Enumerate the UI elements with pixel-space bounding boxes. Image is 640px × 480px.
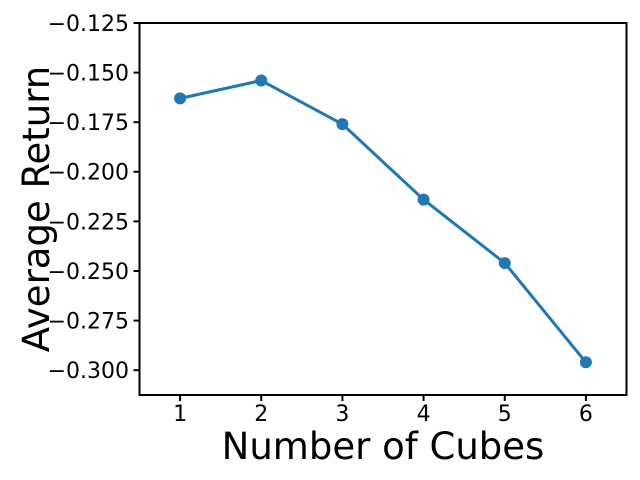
x-tick-label: 1 bbox=[173, 402, 187, 427]
data-point bbox=[498, 257, 511, 270]
x-tick-label: 5 bbox=[498, 402, 512, 427]
x-tick-label: 2 bbox=[254, 402, 268, 427]
plot-area-border bbox=[138, 22, 628, 396]
y-tick-label: −0.175 bbox=[48, 111, 129, 136]
y-tick-label: −0.200 bbox=[48, 161, 129, 186]
x-axis-label: Number of Cubes bbox=[222, 425, 545, 468]
y-tick-label: −0.300 bbox=[48, 359, 129, 384]
data-line bbox=[178, 79, 588, 364]
y-tick-label: −0.250 bbox=[48, 260, 129, 285]
y-tick-label: −0.275 bbox=[48, 310, 129, 335]
y-tick-label: −0.125 bbox=[48, 12, 129, 37]
data-point bbox=[255, 74, 268, 87]
data-point bbox=[174, 92, 187, 105]
y-tick-label: −0.225 bbox=[48, 210, 129, 235]
data-point bbox=[579, 356, 592, 369]
x-tick-label: 4 bbox=[417, 402, 431, 427]
y-axis-label: Average Return bbox=[15, 66, 58, 352]
y-tick-label: −0.150 bbox=[48, 62, 129, 87]
x-tick-label: 6 bbox=[579, 402, 593, 427]
data-point bbox=[336, 118, 349, 131]
x-tick-label: 3 bbox=[335, 402, 349, 427]
data-point bbox=[417, 193, 430, 206]
